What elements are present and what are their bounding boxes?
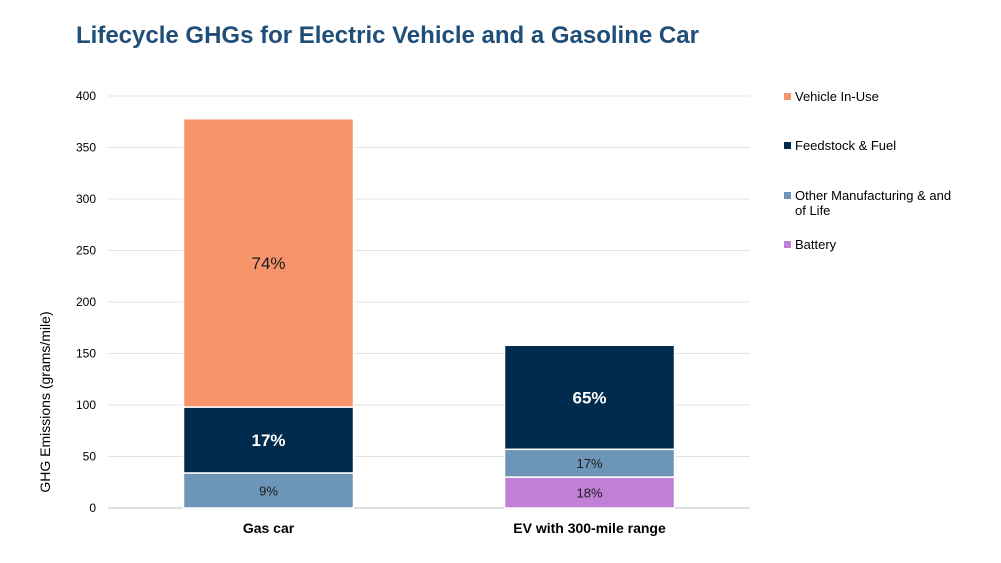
- legend-label: Feedstock & Fuel: [795, 138, 896, 153]
- bar-data-label: 18%: [576, 486, 602, 501]
- legend-label: of Life: [795, 203, 830, 218]
- legend-label: Battery: [795, 237, 837, 252]
- bar-0-vehicle-in-use: [182, 117, 355, 408]
- y-tick-label-350: 350: [76, 141, 96, 155]
- legend-label: Vehicle In-Use: [795, 89, 879, 104]
- y-tick-label-250: 250: [76, 244, 96, 258]
- y-tick-label-100: 100: [76, 398, 96, 412]
- y-tick-label-200: 200: [76, 295, 96, 309]
- bars: 9% 17% 74% 18% 17% 65%: [182, 117, 676, 509]
- y-tick-label-50: 50: [83, 450, 97, 464]
- bar-data-label: 9%: [259, 483, 278, 498]
- legend-swatch: [784, 241, 791, 248]
- x-tick-label-1: EV with 300-mile range: [513, 520, 666, 536]
- axes: 0 50 100 150 200 250 300 350 400 GHG Emissions (g…: [37, 89, 666, 536]
- bar-data-label: 74%: [251, 254, 285, 273]
- legend-swatch: [784, 142, 791, 149]
- bar-1-feedstock-fuel: [503, 344, 676, 451]
- chart-title: Lifecycle GHGs for Electric Vehicle and …: [76, 22, 699, 49]
- bar-data-label: 65%: [572, 388, 606, 407]
- x-tick-label-0: Gas car: [243, 520, 295, 536]
- y-tick-label-150: 150: [76, 347, 96, 361]
- bar-0-other-manufacturing-and-of-life: [182, 472, 355, 509]
- legend: Vehicle In-Use Feedstock & Fuel Other Manu…: [784, 89, 951, 252]
- y-tick-label-300: 300: [76, 192, 96, 206]
- bar-1-other-manufacturing-and-of-life: [503, 448, 676, 478]
- legend-label: Other Manufacturing & and: [795, 188, 951, 203]
- legend-swatch: [784, 93, 791, 100]
- y-axis-label: GHG Emissions (grams/mile): [37, 311, 53, 492]
- legend-swatch: [784, 192, 791, 199]
- bar-data-label: 17%: [576, 456, 602, 471]
- y-tick-label-0: 0: [89, 501, 96, 515]
- y-tick-label-400: 400: [76, 89, 96, 103]
- bar-data-label: 17%: [251, 431, 285, 450]
